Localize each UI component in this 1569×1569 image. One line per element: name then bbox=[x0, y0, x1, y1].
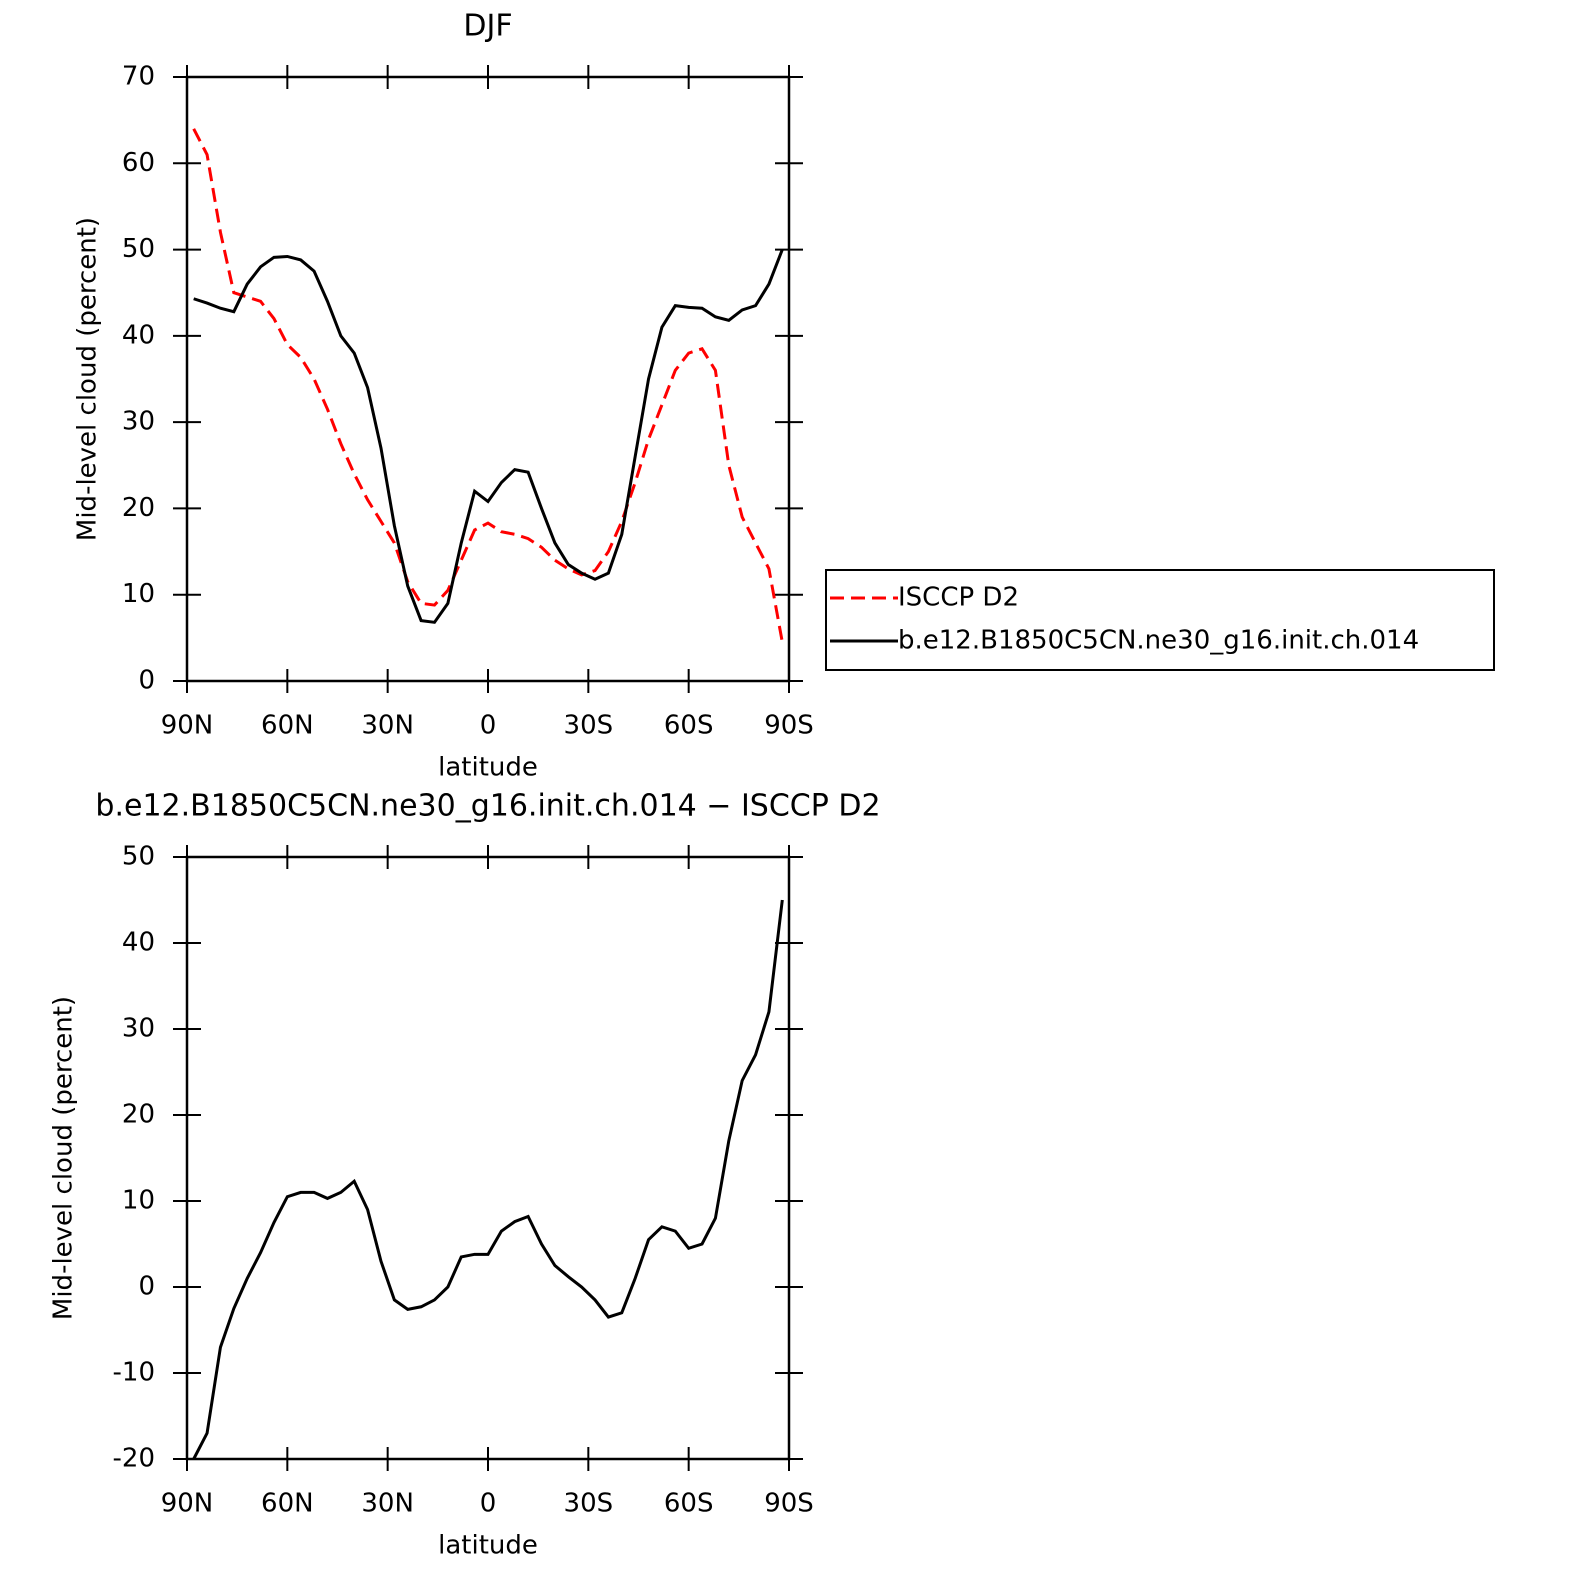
x-tick-label: 30S bbox=[564, 711, 614, 741]
plot-frame bbox=[185, 855, 791, 1461]
x-tick-label: 60S bbox=[664, 711, 714, 741]
y-axis-label: Mid-level cloud (percent) bbox=[49, 996, 79, 1320]
y-tick-label: 20 bbox=[122, 1100, 155, 1130]
x-tick-label: 30N bbox=[361, 711, 414, 741]
y-tick-label: 20 bbox=[122, 493, 155, 523]
y-tick-label: 30 bbox=[122, 1014, 155, 1044]
y-tick-label: 60 bbox=[122, 148, 155, 178]
plot-frame bbox=[185, 75, 791, 683]
legend-label: b.e12.B1850C5CN.ne30_g16.init.ch.014 bbox=[898, 626, 1419, 656]
y-tick-label: 40 bbox=[122, 320, 155, 350]
x-tick-label: 90S bbox=[764, 1489, 814, 1519]
x-tick-label: 0 bbox=[480, 711, 497, 741]
y-axis-label: Mid-level cloud (percent) bbox=[73, 217, 103, 541]
x-tick-label: 90S bbox=[764, 711, 814, 741]
x-tick-label: 90N bbox=[161, 1489, 214, 1519]
x-axis-label: latitude bbox=[438, 1531, 538, 1561]
chart-title: b.e12.B1850C5CN.ne30_g16.init.ch.014 − I… bbox=[95, 789, 880, 824]
x-tick-label: 90N bbox=[161, 711, 214, 741]
y-tick-label: 0 bbox=[138, 1272, 155, 1302]
y-tick-label: 30 bbox=[122, 407, 155, 437]
y-tick-label: -10 bbox=[113, 1358, 155, 1388]
y-tick-label: 70 bbox=[122, 62, 155, 92]
y-tick-label: 40 bbox=[122, 928, 155, 958]
x-tick-label: 60S bbox=[664, 1489, 714, 1519]
x-tick-label: 60N bbox=[261, 711, 314, 741]
data-line bbox=[192, 899, 784, 1460]
x-tick-label: 0 bbox=[480, 1489, 497, 1519]
data-line bbox=[193, 249, 784, 624]
y-tick-label: 10 bbox=[122, 579, 155, 609]
y-tick-label: 50 bbox=[122, 842, 155, 872]
x-axis-label: latitude bbox=[438, 753, 538, 783]
legend-box bbox=[825, 569, 1495, 671]
x-tick-label: 60N bbox=[261, 1489, 314, 1519]
y-tick-label: 10 bbox=[122, 1186, 155, 1216]
chart-title: DJF bbox=[463, 9, 512, 44]
y-tick-label: -20 bbox=[113, 1444, 155, 1474]
x-tick-label: 30N bbox=[361, 1489, 414, 1519]
data-line bbox=[192, 128, 784, 643]
y-tick-label: 50 bbox=[122, 234, 155, 264]
legend-label: ISCCP D2 bbox=[898, 583, 1019, 613]
y-tick-label: 0 bbox=[138, 666, 155, 696]
x-tick-label: 30S bbox=[564, 1489, 614, 1519]
